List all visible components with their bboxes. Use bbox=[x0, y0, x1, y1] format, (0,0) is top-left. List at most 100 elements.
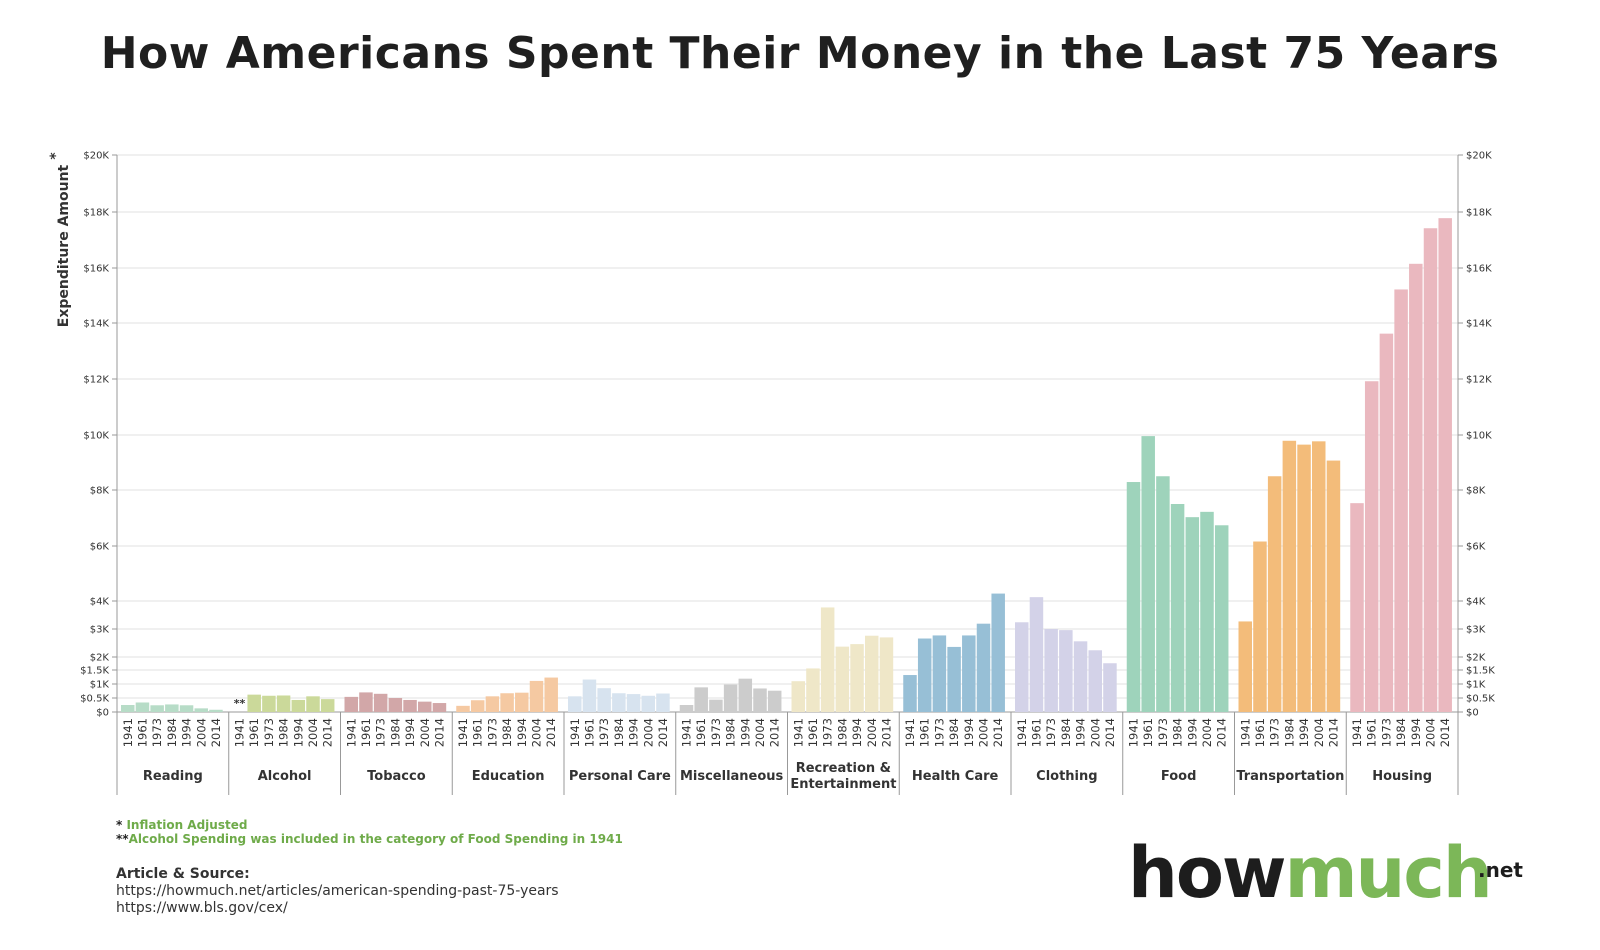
y-tick-label-left: $0.5K bbox=[80, 694, 109, 705]
x-year-label: 1994 bbox=[515, 718, 529, 747]
x-year-label: 1994 bbox=[850, 718, 864, 747]
bar bbox=[850, 644, 864, 712]
bar bbox=[165, 704, 179, 712]
x-year-label: 1941 bbox=[680, 718, 694, 747]
x-year-label: 1941 bbox=[1350, 718, 1364, 747]
y-tick-label-right: $20K bbox=[1466, 151, 1492, 162]
bar bbox=[515, 692, 529, 712]
bar bbox=[835, 646, 850, 712]
x-year-label: 2014 bbox=[544, 718, 558, 747]
bar bbox=[1282, 440, 1297, 712]
y-tick-label-left: $1.5K bbox=[80, 666, 109, 677]
logo-much: much bbox=[1284, 832, 1493, 914]
bar bbox=[529, 680, 544, 712]
y-axis-title: Expenditure Amount bbox=[56, 164, 72, 327]
bar bbox=[753, 688, 767, 712]
y-tick-label-right: $4K bbox=[1466, 597, 1486, 608]
x-year-label: 1973 bbox=[1268, 718, 1282, 747]
x-year-label: 1984 bbox=[277, 718, 291, 747]
bar bbox=[641, 695, 655, 712]
category-label: Housing bbox=[1372, 769, 1432, 784]
x-year-label: 2004 bbox=[194, 718, 208, 747]
category-label: Miscellaneous bbox=[680, 769, 784, 784]
y-tick-label-right: $1.5K bbox=[1466, 666, 1495, 677]
footnote-text: Alcohol Spending was included in the cat… bbox=[128, 832, 623, 846]
bar bbox=[418, 701, 432, 712]
bar bbox=[991, 593, 1005, 712]
source-link-article[interactable]: https://howmuch.net/articles/american-sp… bbox=[116, 883, 559, 899]
y-tick-label-right: $10K bbox=[1466, 431, 1492, 442]
bar bbox=[150, 705, 164, 712]
x-year-label: 2014 bbox=[1215, 718, 1229, 747]
x-year-label: 2014 bbox=[656, 718, 670, 747]
bar bbox=[388, 698, 403, 712]
category-label: Food bbox=[1161, 769, 1197, 784]
y-tick-label-right: $2K bbox=[1466, 653, 1486, 664]
bar bbox=[1073, 641, 1088, 712]
x-year-label: 1973 bbox=[1044, 718, 1058, 747]
y-tick-label-left: $18K bbox=[83, 208, 109, 219]
y-tick-label-left: $2K bbox=[90, 653, 110, 664]
x-year-label: 1961 bbox=[1141, 718, 1155, 747]
x-year-label: 1941 bbox=[568, 718, 582, 747]
x-year-label: 1994 bbox=[403, 718, 417, 747]
x-year-label: 1941 bbox=[791, 718, 805, 747]
x-year-label: 2014 bbox=[991, 718, 1005, 747]
x-year-label: 1973 bbox=[1156, 718, 1170, 747]
x-year-label: 2004 bbox=[1312, 718, 1326, 747]
x-year-label: 1994 bbox=[1409, 718, 1423, 747]
bar bbox=[656, 693, 670, 712]
x-year-label: 1961 bbox=[471, 718, 485, 747]
x-year-label: 1961 bbox=[918, 718, 932, 747]
bar bbox=[470, 700, 485, 712]
x-year-label: 2004 bbox=[1424, 718, 1438, 747]
y-tick-label-right: $6K bbox=[1466, 542, 1486, 553]
bar bbox=[1364, 381, 1379, 712]
footnote-mark: * bbox=[116, 818, 123, 832]
footnote-text: Inflation Adjusted bbox=[126, 818, 248, 832]
y-tick-label-left: $10K bbox=[83, 431, 109, 442]
alcohol-note-mark: ** bbox=[234, 697, 246, 710]
bar bbox=[262, 695, 276, 712]
x-year-label: 1961 bbox=[359, 718, 373, 747]
y-tick-label-left: $4K bbox=[90, 597, 110, 608]
y-tick-label-left: $8K bbox=[90, 486, 110, 497]
bar bbox=[1326, 460, 1341, 712]
x-year-label: 1941 bbox=[1015, 718, 1029, 747]
bar bbox=[1088, 650, 1102, 712]
bar bbox=[976, 623, 991, 712]
y-tick-label-left: $0 bbox=[96, 708, 109, 719]
bar bbox=[291, 699, 306, 712]
x-year-label: 1973 bbox=[485, 718, 499, 747]
source-heading: Article & Source: bbox=[116, 866, 250, 882]
bar bbox=[1214, 525, 1229, 712]
category-label: Tobacco bbox=[367, 769, 426, 784]
source-link-bls[interactable]: https://www.bls.gov/cex/ bbox=[116, 900, 288, 916]
bar bbox=[568, 696, 582, 712]
bar bbox=[456, 705, 470, 712]
bar bbox=[485, 696, 500, 712]
bar bbox=[1059, 630, 1073, 712]
x-year-label: 1994 bbox=[291, 718, 305, 747]
x-year-label: 1994 bbox=[627, 718, 641, 747]
x-year-label: 1973 bbox=[262, 718, 276, 747]
x-year-label: 1994 bbox=[962, 718, 976, 747]
category-label: Recreation & bbox=[796, 761, 891, 776]
y-tick-label-left: $16K bbox=[83, 264, 109, 275]
bar bbox=[612, 693, 626, 712]
category-label: Transportation bbox=[1236, 769, 1344, 784]
bar bbox=[1103, 663, 1117, 712]
x-year-label: 1994 bbox=[180, 718, 194, 747]
x-year-label: 1973 bbox=[374, 718, 388, 747]
y-tick-label-right: $1K bbox=[1466, 680, 1486, 691]
x-year-label: 1973 bbox=[150, 718, 164, 747]
footnote-mark: ** bbox=[116, 832, 129, 846]
logo-how: how bbox=[1128, 832, 1287, 914]
x-year-label: 1961 bbox=[1029, 718, 1043, 747]
x-year-label: 2004 bbox=[1200, 718, 1214, 747]
bar bbox=[209, 709, 223, 712]
bar bbox=[1200, 511, 1214, 712]
x-year-label: 1984 bbox=[388, 718, 402, 747]
category-label: Personal Care bbox=[569, 769, 671, 784]
x-year-label: 2014 bbox=[879, 718, 893, 747]
